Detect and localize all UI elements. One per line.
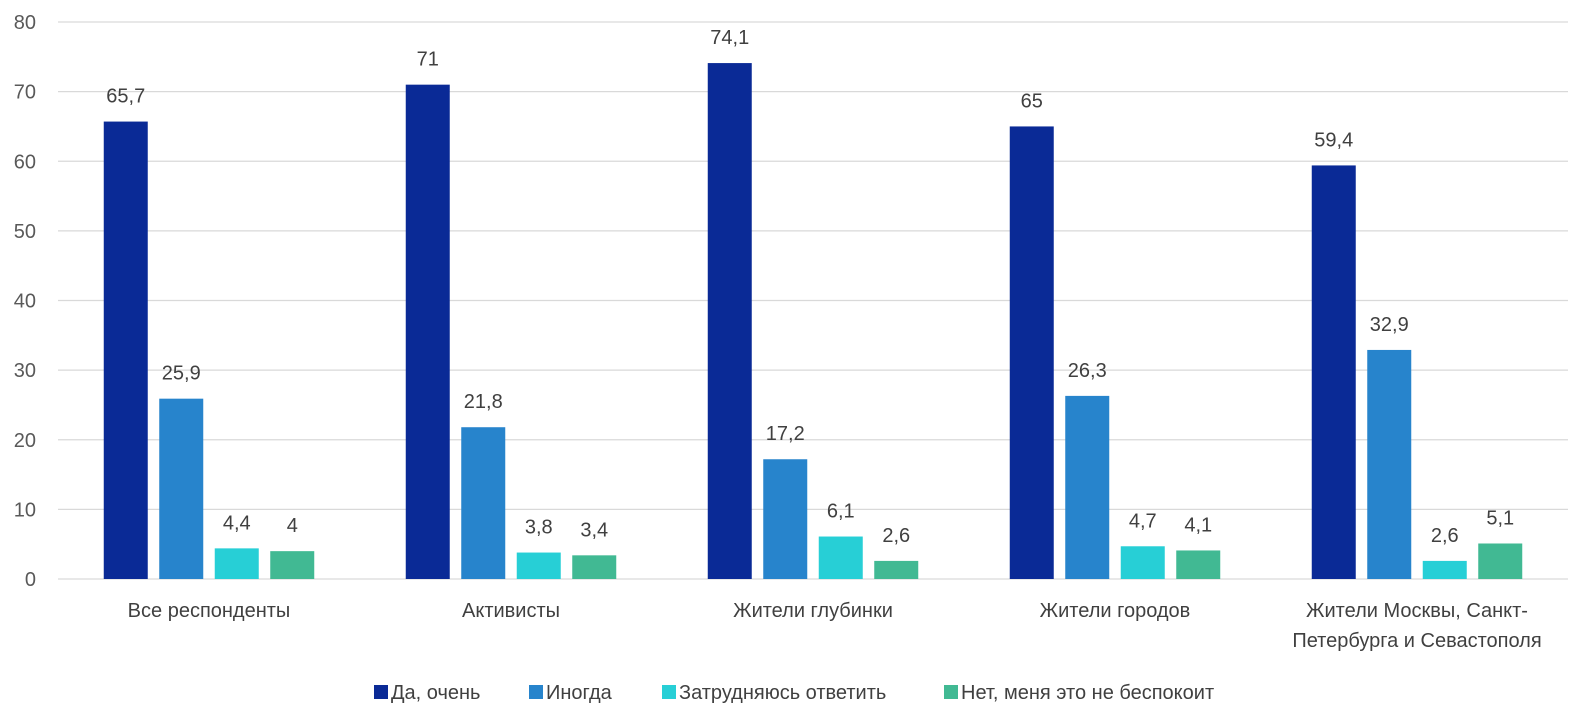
legend: Да, очень Иногда Затрудняюсь ответить Нет, …	[374, 682, 1214, 704]
legend-label: Затрудняюсь ответить	[679, 682, 886, 704]
data-label: 4,7	[1129, 510, 1157, 532]
legend-swatch	[944, 685, 958, 699]
data-label: 32,9	[1370, 314, 1409, 336]
data-label: 26,3	[1068, 360, 1107, 382]
data-label: 4	[287, 515, 298, 537]
bar	[516, 552, 561, 579]
x-category-label: Все респонденты	[128, 600, 291, 622]
bar	[874, 560, 919, 579]
legend-item: Да, очень	[374, 682, 480, 704]
gridlines	[58, 21, 1568, 580]
x-category-label: Жители Москвы, Санкт-	[1306, 600, 1528, 622]
bar	[1009, 126, 1054, 579]
legend-item: Иногда	[529, 682, 613, 704]
data-label: 17,2	[766, 423, 805, 445]
bars	[103, 63, 1523, 580]
legend-label: Нет, меня это не беспокоит	[961, 682, 1214, 704]
data-label: 6,1	[827, 501, 855, 523]
legend-swatch	[374, 685, 388, 699]
bar	[1176, 550, 1221, 579]
bar	[1367, 349, 1412, 579]
data-label: 5,1	[1486, 507, 1514, 529]
data-label: 3,8	[525, 517, 553, 539]
legend-label: Да, очень	[391, 682, 480, 704]
bar	[1478, 543, 1523, 579]
legend-item: Нет, меня это не беспокоит	[944, 682, 1214, 704]
bar	[572, 555, 617, 579]
data-label: 3,4	[580, 519, 608, 541]
x-axis-categories: Все респонденты Активисты Жители глубинки Ж…	[128, 600, 1542, 652]
data-label: 4,4	[223, 512, 251, 534]
bar	[159, 398, 204, 579]
y-tick-label: 0	[25, 569, 36, 591]
data-label: 71	[417, 49, 439, 71]
y-tick-label: 30	[14, 360, 36, 382]
bar	[405, 84, 450, 579]
y-axis-ticks: 0 10 20 30 40 50 60 70 80	[14, 12, 36, 591]
data-label: 74,1	[710, 27, 749, 49]
data-label: 4,1	[1184, 514, 1212, 536]
x-category-label: Жители глубинки	[733, 600, 893, 622]
y-tick-label: 40	[14, 291, 36, 313]
data-label: 25,9	[162, 363, 201, 385]
bar	[1120, 546, 1165, 579]
data-label: 2,6	[882, 525, 910, 547]
bar	[461, 427, 506, 579]
y-tick-label: 70	[14, 82, 36, 104]
bar	[1065, 395, 1110, 579]
bar	[103, 121, 148, 579]
bar	[707, 63, 752, 580]
y-tick-label: 20	[14, 430, 36, 452]
x-category-label: Активисты	[462, 600, 560, 622]
legend-swatch	[529, 685, 543, 699]
x-category-label: Жители городов	[1040, 600, 1191, 622]
bar	[214, 548, 259, 579]
data-label: 65	[1021, 90, 1043, 112]
data-label: 59,4	[1314, 129, 1353, 151]
y-tick-label: 50	[14, 221, 36, 243]
y-tick-label: 60	[14, 151, 36, 173]
legend-swatch	[662, 685, 676, 699]
legend-item: Затрудняюсь ответить	[662, 682, 886, 704]
bar	[1422, 560, 1467, 579]
y-tick-label: 80	[14, 12, 36, 34]
bar	[270, 551, 315, 579]
y-tick-label: 10	[14, 499, 36, 521]
data-label: 2,6	[1431, 525, 1459, 547]
data-label: 21,8	[464, 391, 503, 413]
x-category-label: Петербурга и Севастополя	[1292, 630, 1541, 652]
bar	[763, 459, 808, 579]
data-label: 65,7	[106, 86, 145, 108]
legend-label: Иногда	[546, 682, 613, 704]
bar	[1311, 165, 1356, 580]
data-labels: 65,7 25,9 4,4 4 71 21,8 3,8 3,4 74,1 17,2 6,1 2,6 65…	[106, 27, 1514, 547]
bar	[818, 536, 863, 579]
